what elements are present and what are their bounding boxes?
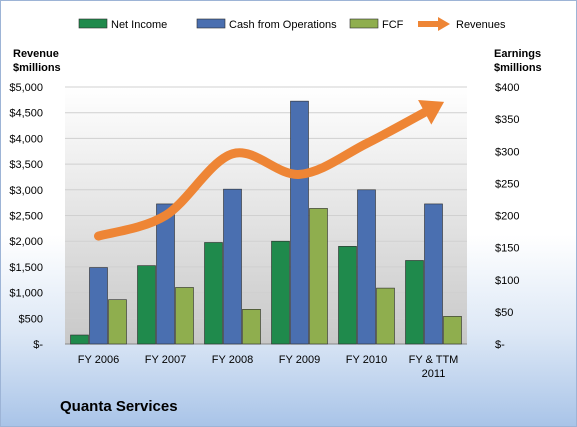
legend-item: Revenues bbox=[418, 17, 506, 31]
company-name: Quanta Services bbox=[60, 398, 178, 415]
right-tick-label: $100 bbox=[495, 275, 519, 287]
legend-swatch-arrow bbox=[438, 17, 450, 31]
x-tick-label: FY 2008 bbox=[212, 354, 253, 366]
bar-net-income bbox=[137, 265, 156, 345]
bar-cash-from-operations bbox=[223, 188, 242, 345]
x-tick-label: FY 2007 bbox=[145, 354, 186, 366]
right-axis-title-line2: $millions bbox=[494, 62, 542, 74]
legend-label: FCF bbox=[382, 19, 404, 31]
legend-swatch bbox=[196, 18, 226, 29]
legend-item: FCF bbox=[349, 18, 404, 31]
right-tick-label: $250 bbox=[495, 178, 519, 190]
legend-swatch bbox=[349, 18, 379, 29]
bar-net-income bbox=[70, 334, 89, 345]
left-tick-label: $5,000 bbox=[9, 82, 43, 94]
bar-cash-from-operations bbox=[290, 100, 309, 345]
bar-net-income bbox=[338, 246, 357, 345]
bar-net-income bbox=[405, 260, 424, 345]
legend-label: Revenues bbox=[456, 19, 506, 31]
bar-fcf bbox=[376, 287, 395, 345]
left-tick-label: $1,000 bbox=[9, 288, 43, 300]
right-axis-title: Earnings $millions bbox=[494, 47, 542, 75]
left-axis-title-line2: $millions bbox=[13, 62, 61, 74]
bar-fcf bbox=[443, 316, 462, 345]
legend: Net Income Cash from Operations FCF Revenue… bbox=[78, 17, 506, 31]
left-tick-label: $4,000 bbox=[9, 133, 43, 145]
left-tick-label: $3,500 bbox=[9, 159, 43, 171]
x-tick-label: FY 2010 bbox=[346, 354, 387, 366]
legend-swatch bbox=[78, 18, 108, 29]
legend-item: Net Income bbox=[78, 18, 167, 31]
bar-fcf bbox=[175, 287, 194, 345]
right-tick-label: $300 bbox=[495, 146, 519, 158]
bar-fcf bbox=[242, 309, 261, 345]
left-tick-label: $3,000 bbox=[9, 185, 43, 197]
x-tick-label: FY & TTM 2011 bbox=[409, 354, 459, 380]
bar-fcf bbox=[309, 208, 328, 345]
revenue-line-path bbox=[94, 103, 438, 241]
bar-cash-from-operations bbox=[89, 267, 108, 345]
x-tick-label: FY 2009 bbox=[279, 354, 320, 366]
left-tick-label: $2,000 bbox=[9, 236, 43, 248]
legend-label: Cash from Operations bbox=[229, 19, 337, 31]
bar-fcf bbox=[108, 299, 127, 345]
left-tick-label: $4,500 bbox=[9, 108, 43, 120]
bars bbox=[70, 100, 462, 345]
bar-net-income bbox=[204, 242, 223, 345]
bar-cash-from-operations bbox=[424, 203, 443, 345]
right-tick-label: $200 bbox=[495, 211, 519, 223]
bar-cash-from-operations bbox=[357, 189, 376, 345]
right-tick-label: $50 bbox=[495, 307, 513, 319]
left-axis-title: Revenue $millions bbox=[13, 47, 61, 75]
right-tick-label: $- bbox=[495, 339, 505, 351]
left-tick-label: $2,500 bbox=[9, 211, 43, 223]
legend-item: Cash from Operations bbox=[196, 18, 337, 31]
bar-net-income bbox=[271, 240, 290, 345]
right-axis-title-line1: Earnings bbox=[494, 48, 542, 60]
x-axis-labels: FY 2006 FY 2007 FY 2008 FY 2009 FY 2010 FY & … bbox=[78, 354, 459, 380]
x-tick-label: FY 2006 bbox=[78, 354, 119, 366]
left-axis-ticks: $- $500 $1,000 $1,500 $2,000 $2,500 $3,000 $3,5… bbox=[9, 82, 43, 351]
revenue-line bbox=[94, 99, 445, 241]
legend-label: Net Income bbox=[111, 19, 167, 31]
right-tick-label: $400 bbox=[495, 82, 519, 94]
right-tick-label: $150 bbox=[495, 243, 519, 255]
revenue-arrowhead bbox=[418, 99, 445, 125]
bar-cash-from-operations bbox=[156, 203, 175, 345]
right-axis-ticks: $- $50 $100 $150 $200 $250 $300 $350 $400 bbox=[495, 82, 519, 351]
left-tick-label: $500 bbox=[19, 313, 43, 325]
left-tick-label: $1,500 bbox=[9, 262, 43, 274]
gridlines bbox=[65, 86, 467, 345]
left-axis-title-line1: Revenue bbox=[13, 48, 59, 60]
right-tick-label: $350 bbox=[495, 114, 519, 126]
left-tick-label: $- bbox=[33, 339, 43, 351]
